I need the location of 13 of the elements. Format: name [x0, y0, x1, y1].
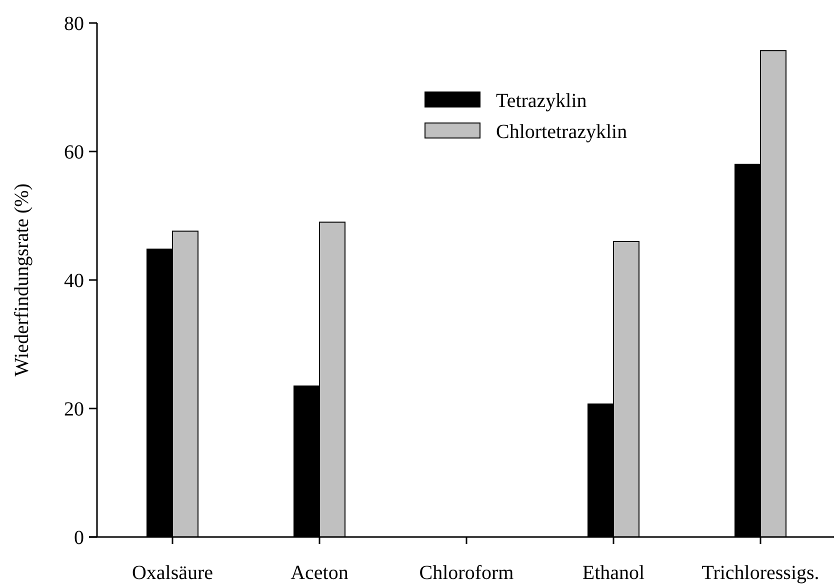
- y-tick-label: 60: [64, 142, 84, 164]
- x-tick-label: Oxalsäure: [132, 562, 214, 584]
- x-tick-label: Chloroform: [419, 562, 514, 584]
- x-tick-label: Ethanol: [582, 562, 646, 584]
- x-tick-label: Aceton: [290, 562, 348, 584]
- y-tick-label: 0: [74, 527, 84, 549]
- y-axis-title: Wiederfindungsrate (%): [11, 184, 33, 376]
- y-tick-label: 40: [64, 270, 84, 292]
- x-tick-label: Trichloressigs.: [702, 562, 820, 584]
- legend-label: Chlortetrazyklin: [496, 121, 628, 143]
- legend-label: Tetrazyklin: [496, 90, 587, 112]
- y-tick-label: 20: [64, 398, 84, 420]
- y-tick-label: 80: [64, 13, 84, 35]
